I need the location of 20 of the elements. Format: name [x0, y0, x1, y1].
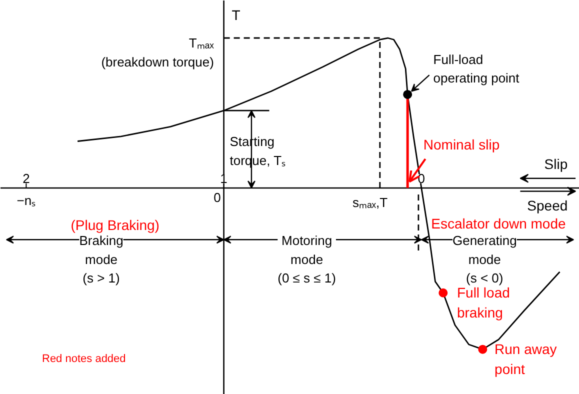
text: Red notes added: [42, 353, 126, 366]
annotation: Full-load operating point: [433, 52, 520, 86]
annotation: 0: [214, 190, 221, 205]
annotation: Escalator down mode: [431, 216, 566, 232]
annotation: Full load braking: [456, 284, 510, 321]
annotation: Motoring mode (0 ≤ s ≤ 1): [278, 233, 336, 286]
annotation: Tₘₐₓ (breakdown torque): [101, 36, 215, 70]
x-tick-label: 1: [220, 171, 228, 186]
annotation: Nominal slip: [423, 136, 500, 152]
y-axis-title: T: [232, 6, 241, 23]
x2-axis-title: Slip: [544, 156, 568, 172]
x-tick-label: 0: [418, 171, 426, 186]
annotation: sₘₐₓ,T: [352, 195, 388, 210]
x-tick-label: 2: [22, 171, 30, 186]
annotation: −nₛ: [16, 192, 36, 208]
annotation: Generating mode (s < 0): [452, 233, 517, 286]
annotation: (Plug Braking): [70, 217, 160, 234]
annotation: Braking mode (s > 1): [79, 233, 124, 286]
x-axis-title: Speed: [527, 198, 568, 214]
annotation: Run away point: [494, 341, 557, 378]
